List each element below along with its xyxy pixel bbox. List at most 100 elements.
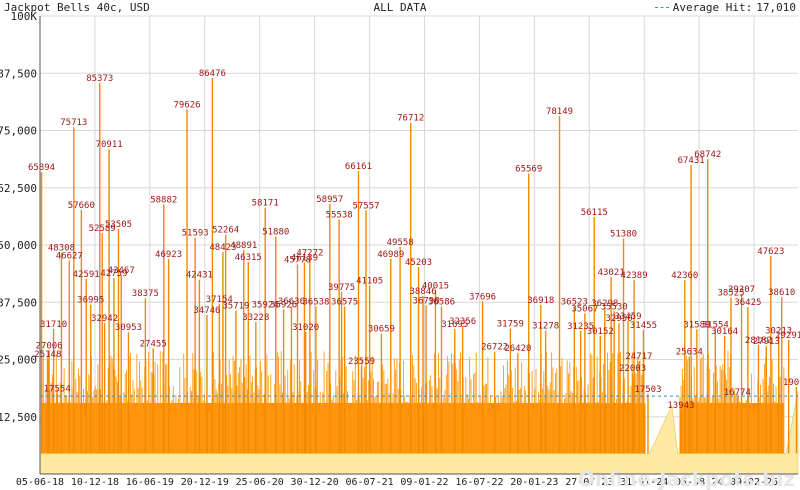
bar-value-label: 24717 bbox=[625, 352, 652, 362]
x-tick-label: 30-12-20 bbox=[291, 477, 339, 488]
bar-value-label: 17503 bbox=[634, 385, 661, 395]
bar-value-label: 57557 bbox=[352, 201, 379, 211]
bar-value-label: 31020 bbox=[292, 323, 319, 333]
bar-value-label: 53505 bbox=[105, 220, 132, 230]
bar-value-label: 78149 bbox=[546, 107, 573, 117]
bar-value-label: 36538 bbox=[302, 298, 329, 308]
bar-value-label: 43021 bbox=[598, 268, 625, 278]
bar-value-label: 86476 bbox=[199, 69, 226, 79]
bar-value-label: 30659 bbox=[368, 325, 395, 335]
y-tick-label: 50,000 bbox=[0, 239, 37, 252]
bar-value-label: 17554 bbox=[44, 385, 71, 395]
x-tick-label: 16-07-22 bbox=[455, 477, 503, 488]
bar-value-label: 25634 bbox=[676, 348, 703, 358]
bar-value-label: 56115 bbox=[581, 208, 608, 218]
legend-average-label: Average Hit: bbox=[672, 1, 753, 14]
bar-value-label: 31710 bbox=[40, 320, 67, 330]
bar-value-label: 27455 bbox=[140, 339, 167, 349]
bar-value-label: 76712 bbox=[397, 114, 424, 124]
y-tick-label: 25,000 bbox=[0, 354, 37, 367]
bar-value-label: 39775 bbox=[328, 283, 355, 293]
bar-value-label: 27913 bbox=[753, 337, 780, 347]
y-tick-label: 37,500 bbox=[0, 296, 37, 309]
bar-value-label: 23559 bbox=[348, 357, 375, 367]
bar-value-label: 65569 bbox=[515, 165, 542, 175]
bar-value-label: 28182 bbox=[745, 336, 772, 346]
bar-value-label: 55538 bbox=[326, 211, 353, 221]
bar-value-label: 25148 bbox=[34, 350, 61, 360]
bar-value-label: 67431 bbox=[678, 156, 705, 166]
bar-value-label: 46139 bbox=[291, 254, 318, 264]
bar-value-label: 26420 bbox=[504, 344, 531, 354]
axes: 12,500 25,000 37,500 50,000 62,500 75,000 87,5… bbox=[0, 10, 798, 488]
bars bbox=[40, 77, 798, 454]
bar-value-label: 36918 bbox=[527, 296, 554, 306]
bar-value-label: 31278 bbox=[532, 322, 559, 332]
bar-value-label: 58957 bbox=[316, 195, 343, 205]
bar-value-label: 34746 bbox=[193, 306, 220, 316]
bar-value-label: 45203 bbox=[405, 258, 432, 268]
x-tick-label: 05-06-18 bbox=[16, 477, 64, 488]
x-tick-label: 09-02-25 bbox=[730, 477, 778, 488]
bar-value-label: 35924 bbox=[252, 300, 279, 310]
bar-value-label: 39307 bbox=[728, 285, 755, 295]
bar-value-label: 65894 bbox=[28, 163, 55, 173]
bar-value-label: 47272 bbox=[296, 248, 323, 258]
bar-value-label: 36586 bbox=[428, 297, 455, 307]
bar-value-label: 36995 bbox=[77, 296, 104, 306]
bar-value-label: 30164 bbox=[711, 327, 738, 337]
watermark: Online-Jackpots.biz bbox=[578, 467, 795, 490]
x-tick-label: 09-01-22 bbox=[400, 477, 448, 488]
bar-value-label: 22003 bbox=[619, 364, 646, 374]
x-tick-label: 20-01-23 bbox=[510, 477, 558, 488]
bar-value-label: 31695 bbox=[441, 320, 468, 330]
y-tick-label: 100K bbox=[11, 10, 38, 23]
bar-value-label: 30953 bbox=[115, 323, 142, 333]
bar-value-label: 42360 bbox=[671, 271, 698, 281]
bar-value-label: 48308 bbox=[48, 244, 75, 254]
bar-value-label: 52589 bbox=[89, 224, 116, 234]
x-tick-label: 31-01-24 bbox=[620, 477, 668, 488]
x-tick-label: 25-06-20 bbox=[236, 477, 284, 488]
x-tick-label: 20-12-19 bbox=[181, 477, 229, 488]
bar-value-label: 36425 bbox=[734, 298, 761, 308]
bar-value-label: 42431 bbox=[186, 271, 213, 281]
y-tick-label: 62,500 bbox=[0, 182, 37, 195]
bar-value-label: 36575 bbox=[331, 297, 358, 307]
x-tick-label: 06-07-21 bbox=[345, 477, 393, 488]
bar-value-label: 36636 bbox=[278, 297, 305, 307]
bar-value-label: 48891 bbox=[230, 241, 257, 251]
bar-value-label: 51880 bbox=[262, 227, 289, 237]
bar-value-label: 46923 bbox=[155, 250, 182, 260]
bar-value-label: 46989 bbox=[377, 250, 404, 260]
bar-value-label: 31759 bbox=[497, 320, 524, 330]
bar-value-label: 35719 bbox=[222, 301, 249, 311]
bar-value-label: 51593 bbox=[182, 229, 209, 239]
bar-value-label: 38525 bbox=[717, 289, 744, 299]
x-tick-label: 16-06-19 bbox=[126, 477, 174, 488]
chart-subtitle: ALL DATA bbox=[373, 1, 427, 14]
chart-title: Jackpot Bells 40c, USD bbox=[4, 1, 150, 14]
bar-value-label: 31554 bbox=[702, 320, 729, 330]
legend-average-line bbox=[654, 7, 669, 8]
bar-value-label: 35926 bbox=[270, 300, 297, 310]
bar-value-label: 79626 bbox=[173, 100, 200, 110]
bar-value-label: 37696 bbox=[469, 292, 496, 302]
bar-value-label: 41105 bbox=[356, 277, 383, 287]
bar-value-label: 45778 bbox=[284, 255, 311, 265]
bar-value-label: 32356 bbox=[449, 317, 476, 327]
bar-value-label: 32950 bbox=[605, 314, 632, 324]
bar-value-label: 52264 bbox=[212, 226, 239, 236]
bar-value-label: 16774 bbox=[724, 388, 751, 398]
bar-value-label: 29291 bbox=[775, 331, 800, 341]
bar-value-label: 40015 bbox=[422, 282, 449, 292]
bar-value-label: 31235 bbox=[567, 322, 594, 332]
bar-value-label: 27006 bbox=[36, 341, 63, 351]
bar-value-label: 85373 bbox=[86, 74, 113, 84]
bar-value-label: 47623 bbox=[757, 247, 784, 257]
bar-value-label: 75713 bbox=[60, 118, 87, 128]
bar-value-label: 30152 bbox=[587, 327, 614, 337]
bar-value-label: 35067 bbox=[571, 304, 598, 314]
bar-value-label: 36798 bbox=[413, 296, 440, 306]
